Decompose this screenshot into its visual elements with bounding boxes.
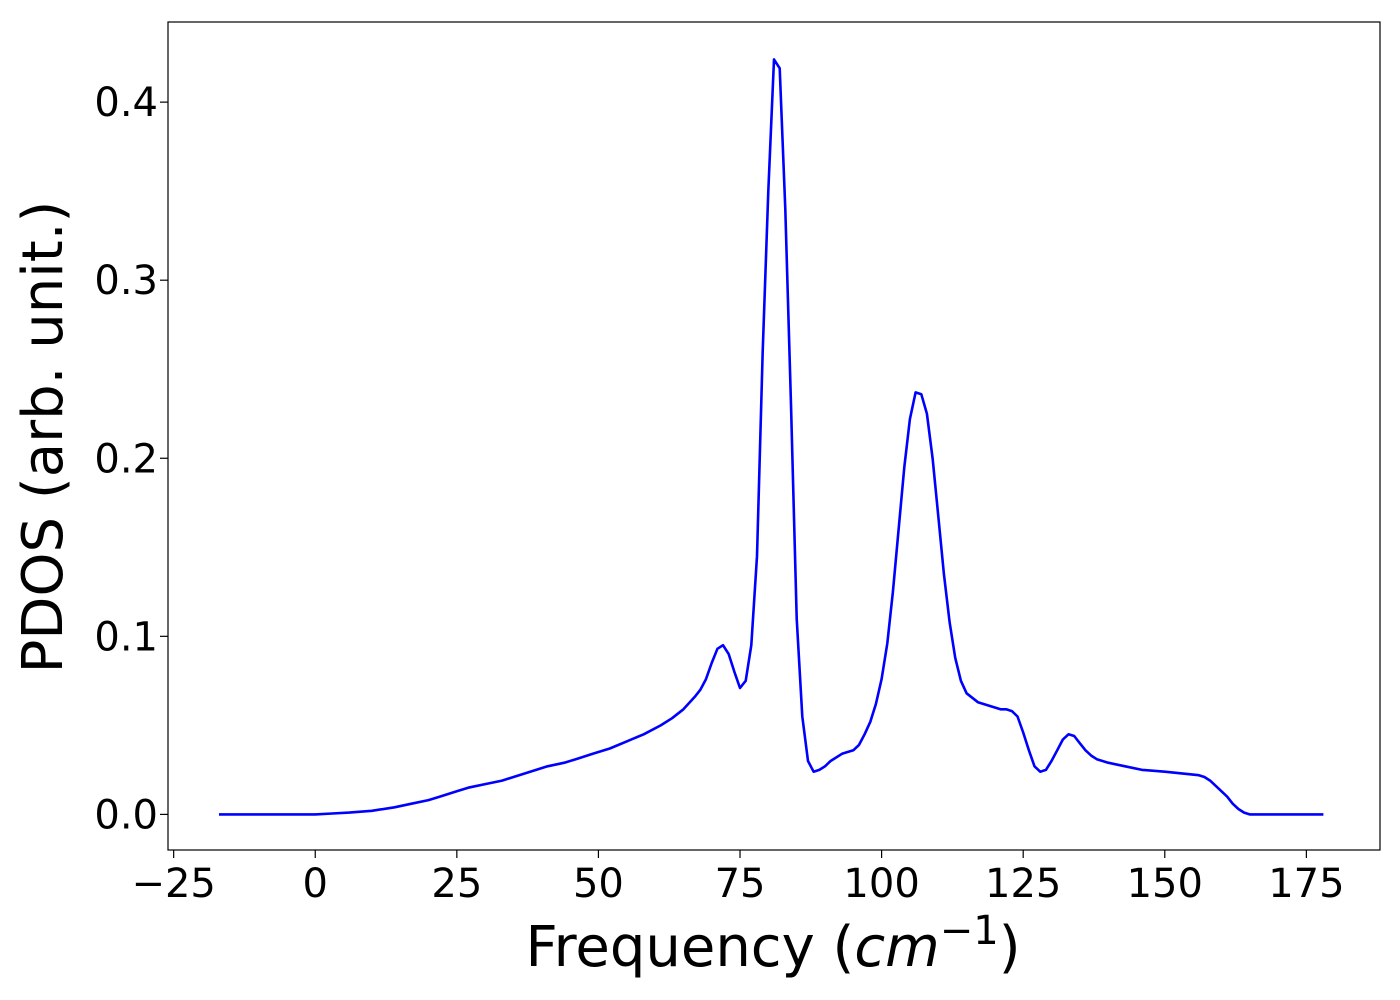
x-tick-label: 100: [843, 861, 919, 907]
x-tick-label: 50: [573, 861, 624, 907]
y-tick-label: 0.4: [94, 80, 158, 126]
y-tick-label: 0.3: [94, 258, 158, 304]
x-tick-label: 125: [985, 861, 1061, 907]
plot-frame: [167, 21, 1381, 851]
plot-area: [167, 21, 1381, 851]
y-axis-ticks: 0.0 0.1 0.2 0.3 0.4: [94, 80, 168, 838]
y-axis-label: PDOS (arb. unit.): [11, 201, 76, 674]
x-tick-label: 175: [1268, 861, 1344, 907]
x-tick-label: 150: [1127, 861, 1203, 907]
series-line-1: [219, 58, 1324, 816]
y-tick-label: 0.2: [94, 436, 158, 482]
y-tick-label: 0.0: [94, 792, 158, 838]
x-axis-ticks: −25 0 25 50 75 100 125 150 175: [131, 850, 1345, 907]
x-tick-label: 25: [431, 861, 482, 907]
x-tick-label: 0: [303, 861, 328, 907]
x-tick-label: 75: [715, 861, 766, 907]
y-tick-label: 0.1: [94, 614, 158, 660]
x-axis-label: Frequency (cm−1): [525, 908, 1020, 980]
x-tick-label: −25: [131, 861, 215, 907]
